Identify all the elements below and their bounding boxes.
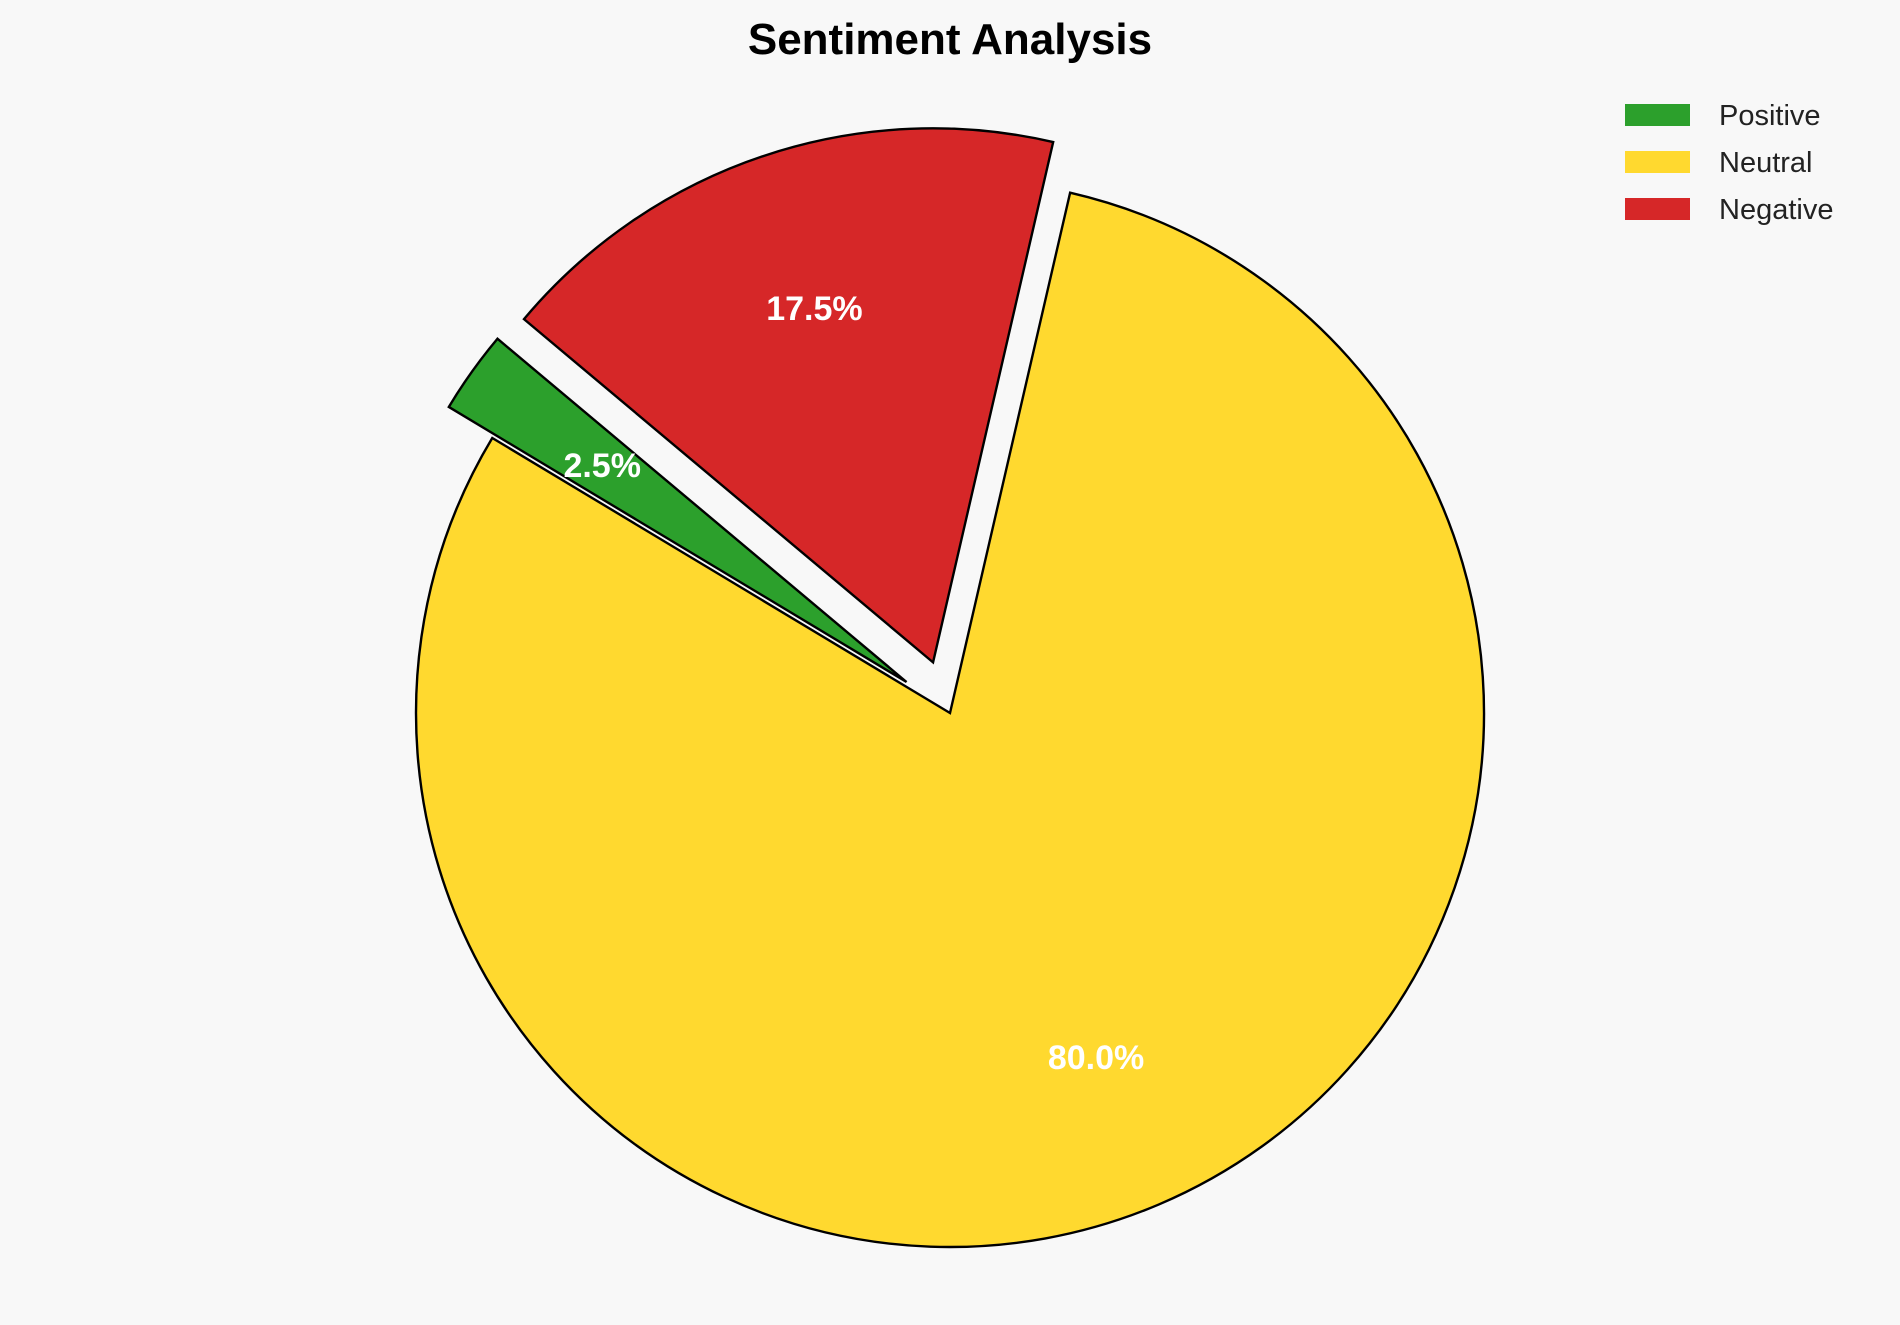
legend-label-negative: Negative [1719, 194, 1833, 226]
pie-slice-neutral [414, 191, 1486, 1249]
pct-label-neutral: 80.0% [1048, 1039, 1144, 1077]
legend-swatch-negative [1625, 198, 1690, 220]
legend-label-neutral: Neutral [1719, 147, 1813, 179]
legend-swatch-positive [1625, 104, 1690, 126]
pct-label-negative: 17.5% [766, 290, 862, 328]
pie-labels: 2.5% 80.0% 17.5% [563, 290, 1144, 1077]
pct-label-positive: 2.5% [563, 447, 641, 485]
pie-slices [414, 127, 1486, 1249]
pie-slice-negative [522, 127, 1055, 665]
legend: Positive Neutral Negative [1625, 100, 1833, 226]
legend-label-positive: Positive [1719, 100, 1821, 132]
legend-swatch-neutral [1625, 151, 1690, 173]
chart-title: Sentiment Analysis [748, 15, 1152, 64]
pie-slice-positive [447, 337, 908, 684]
